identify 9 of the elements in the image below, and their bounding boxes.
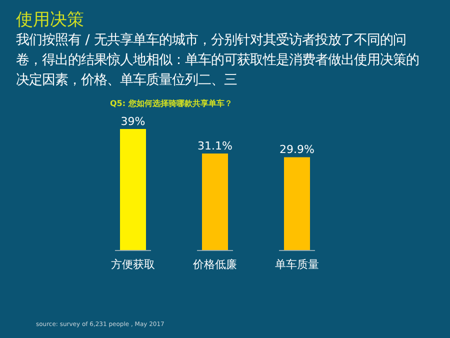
x-tick-label: 方便获取 <box>111 258 155 271</box>
x-tick-label: 单车质量 <box>275 258 319 271</box>
chart-subtitle: 我们按照有 / 无共享单车的城市，分别针对其受访者投放了不同的问卷，得出的结果惊人地相似：单车的可获取性是消费者做出使用决策的决定因素，价格、单车质量位列二、三 <box>16 32 420 90</box>
data-label: 39% <box>120 115 146 128</box>
chart-title: 使用决策 <box>16 9 84 31</box>
data-label: 31.1% <box>198 140 232 153</box>
x-axis-title: Q5: 您如何选择骑哪款共享单车？ <box>110 98 232 108</box>
x-tick-label: 价格低廉 <box>192 258 237 271</box>
data-label: 29.9% <box>280 143 314 156</box>
